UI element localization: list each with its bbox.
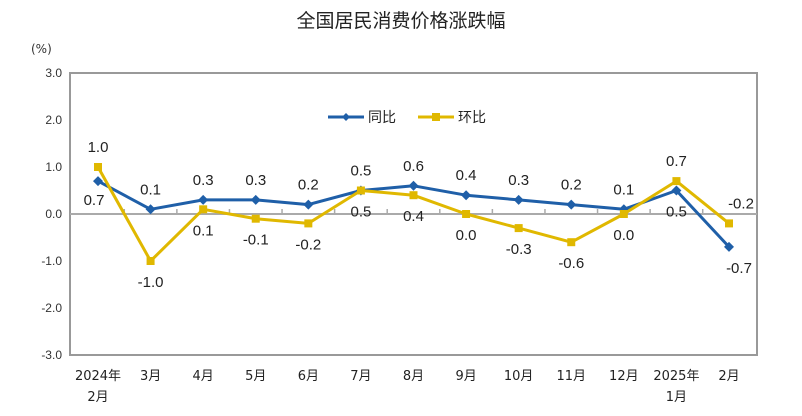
data-label: -0.7 [726, 260, 752, 277]
data-point-square [251, 214, 260, 223]
data-label: 0.5 [350, 204, 371, 221]
data-label: 0.2 [561, 177, 582, 194]
legend-marker-square [432, 113, 440, 121]
data-label: 0.5 [350, 163, 371, 180]
x-tick-label: 2月 [87, 390, 108, 405]
data-label: -0.1 [243, 232, 269, 249]
data-label: 0.7 [84, 192, 105, 209]
data-label: -0.3 [506, 241, 532, 258]
data-label: -1.0 [138, 274, 164, 291]
data-label: 0.4 [403, 208, 424, 225]
y-tick-label: 0.0 [45, 207, 62, 221]
data-point-diamond [671, 185, 682, 196]
y-tick-label: 3.0 [45, 66, 62, 80]
x-tick-label: 6月 [298, 369, 319, 384]
legend-label: 同比 [368, 110, 396, 126]
x-tick-label: 5月 [245, 369, 266, 384]
data-point-square [94, 163, 102, 171]
data-point-square [567, 238, 576, 247]
x-tick-label: 8月 [403, 369, 424, 384]
data-point-diamond [145, 204, 156, 215]
x-tick-label: 4月 [193, 369, 214, 384]
y-tick-label: -2.0 [41, 301, 62, 315]
data-point-diamond [303, 199, 314, 210]
data-label: 0.3 [193, 172, 214, 189]
y-axis-unit: (%) [31, 42, 52, 56]
data-label: -0.2 [295, 236, 321, 253]
x-tick-label: 2025年 [653, 369, 699, 384]
data-label: 0.6 [403, 158, 424, 175]
data-point-square [356, 186, 365, 195]
data-point-diamond [198, 194, 209, 205]
data-label: -0.2 [728, 195, 754, 212]
y-tick-label: 2.0 [45, 113, 62, 127]
data-label: 0.0 [613, 227, 634, 244]
legend-marker-diamond [342, 113, 350, 121]
x-tick-label: 2月 [718, 369, 739, 384]
chart-title: 全国居民消费价格涨跌幅 [296, 10, 506, 32]
legend-label: 环比 [458, 110, 486, 126]
data-point-square [619, 210, 628, 218]
data-label: 0.2 [298, 177, 319, 194]
x-tick-label: 1月 [666, 390, 687, 405]
x-tick-label: 11月 [556, 369, 586, 384]
data-point-square [304, 219, 313, 228]
y-tick-label: 1.0 [45, 160, 62, 174]
data-point-diamond [250, 194, 261, 205]
data-point-square [146, 257, 155, 265]
data-point-diamond [513, 194, 524, 205]
x-tick-label: 10月 [504, 369, 534, 384]
y-tick-label: -1.0 [41, 254, 62, 268]
x-tick-label: 7月 [350, 369, 371, 384]
data-label: 0.1 [193, 222, 214, 239]
data-label: -0.6 [558, 255, 584, 272]
data-point-square [725, 219, 733, 228]
data-label: 0.3 [508, 172, 529, 189]
data-point-square [514, 224, 523, 233]
data-point-square [672, 177, 681, 186]
data-label: 1.0 [88, 139, 109, 156]
data-point-square [199, 205, 208, 214]
y-tick-label: -3.0 [41, 348, 62, 362]
data-point-diamond [93, 176, 103, 187]
data-point-square [409, 191, 418, 200]
data-label: 0.4 [456, 167, 477, 184]
data-label: 0.7 [666, 153, 687, 170]
x-tick-label: 3月 [140, 369, 161, 384]
data-label: 0.0 [456, 227, 477, 244]
data-label: 0.5 [666, 204, 687, 221]
data-label: 0.3 [245, 172, 266, 189]
x-tick-label: 12月 [609, 369, 639, 384]
data-point-diamond [724, 241, 734, 252]
data-point-diamond [566, 199, 577, 210]
data-label: 0.1 [613, 181, 634, 198]
data-label: 0.1 [140, 181, 161, 198]
data-point-diamond [461, 190, 472, 201]
data-point-diamond [408, 180, 419, 191]
x-tick-label: 2024年 [75, 369, 121, 384]
x-tick-label: 9月 [455, 369, 476, 384]
data-point-square [462, 210, 471, 218]
